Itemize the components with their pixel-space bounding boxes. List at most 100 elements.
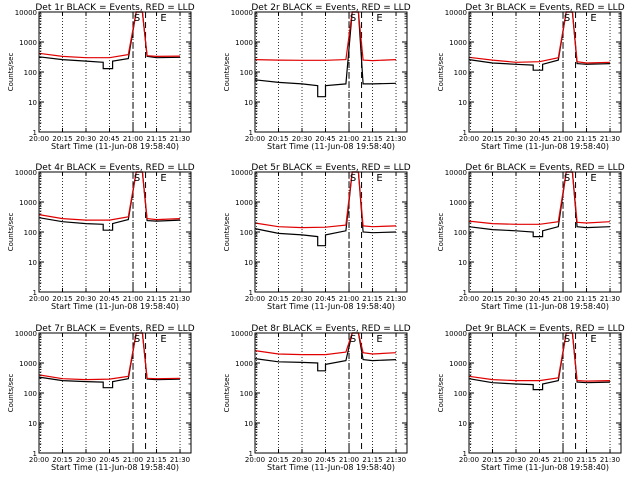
x-tick-label: 20:30 [292,295,312,303]
plot-frame [38,11,192,133]
marker-annotation: E [590,173,596,184]
marker-annotation: E [160,13,166,24]
x-axis-label: Start Time (11-Jun-08 19:58:40) [481,463,609,472]
series-lld [38,171,181,221]
x-tick-label: 20:45 [529,135,549,143]
series-events [468,171,611,238]
y-tick-label: 10000 [445,9,467,17]
plot-frame [468,171,622,293]
plot-frame [468,332,622,454]
y-tick-label: 100 [454,229,467,237]
x-tick-label: 20:30 [292,456,312,464]
y-tick-label: 10 [244,259,253,267]
marker-annotation: S [134,173,140,184]
x-tick-label: 20:30 [506,295,526,303]
x-tick-label: 21:15 [146,456,166,464]
y-tick-label: 100 [240,69,253,77]
y-axis-label: Counts/sec [223,53,231,92]
y-tick-label: 10 [244,420,253,428]
panel-3: Det 3r BLACK = Events, RED = LLD 1 10 100 10… [437,3,625,151]
x-tick-label: 21:30 [600,456,620,464]
x-tick-label: 20:00 [245,456,265,464]
y-tick-label: 10 [244,99,253,107]
y-axis-label: Counts/sec [223,213,231,252]
x-tick-label: 21:30 [386,456,406,464]
y-axis-label: Counts/sec [7,53,15,92]
plot-frame [254,11,408,133]
y-tick-label: 100 [24,69,37,77]
x-tick-label: 21:15 [146,295,166,303]
series-events [254,171,397,247]
panel-4: Det 4r BLACK = Events, RED = LLD 1 10 100 10… [7,163,195,311]
x-tick-label: 20:45 [99,295,119,303]
plot-frame [468,11,622,133]
x-tick-label: 21:15 [576,135,596,143]
x-tick-label: 21:15 [362,456,382,464]
y-tick-label: 10 [458,420,467,428]
x-tick-label: 20:15 [52,295,72,303]
series-events [468,11,611,71]
x-axis-label: Start Time (11-Jun-08 19:58:40) [267,463,395,472]
x-tick-label: 20:45 [99,456,119,464]
marker-annotation: S [134,334,140,345]
y-tick-label: 1 [33,289,37,297]
x-tick-label: 21:30 [170,295,190,303]
x-tick-label: 21:00 [553,295,573,303]
x-axis-label: Start Time (11-Jun-08 19:58:40) [51,302,179,311]
y-tick-label: 10000 [231,169,253,177]
x-tick-label: 20:15 [268,135,288,143]
x-tick-label: 20:00 [459,135,479,143]
y-tick-label: 100 [240,390,253,398]
y-tick-label: 1 [33,450,37,458]
panel-title: Det 8r BLACK = Events, RED = LLD [251,324,410,334]
series-events [38,332,181,389]
panel-title: Det 1r BLACK = Events, RED = LLD [35,3,194,13]
x-tick-label: 20:00 [245,135,265,143]
x-tick-label: 20:30 [292,135,312,143]
x-tick-label: 20:00 [29,456,49,464]
y-tick-label: 1000 [235,360,253,368]
x-tick-label: 21:00 [339,456,359,464]
y-tick-label: 10 [28,259,37,267]
x-tick-label: 21:30 [386,135,406,143]
y-tick-label: 1 [249,129,253,137]
x-tick-label: 21:15 [362,135,382,143]
y-tick-label: 100 [454,69,467,77]
marker-annotation: E [376,13,382,24]
x-tick-label: 21:15 [576,456,596,464]
y-axis-label: Counts/sec [223,374,231,413]
series-lld [38,11,181,59]
panel-title: Det 7r BLACK = Events, RED = LLD [35,324,194,334]
y-tick-label: 10 [28,420,37,428]
x-axis-label: Start Time (11-Jun-08 19:58:40) [481,302,609,311]
plot-frame [38,171,192,293]
y-tick-label: 1000 [449,39,467,47]
marker-annotation: E [376,334,382,345]
marker-annotation: E [376,173,382,184]
x-tick-label: 21:00 [553,456,573,464]
marker-annotation: S [134,13,140,24]
x-tick-label: 21:30 [600,295,620,303]
x-tick-label: 20:15 [52,135,72,143]
y-tick-label: 1000 [19,39,37,47]
marker-annotation: S [564,173,570,184]
x-tick-label: 21:00 [123,295,143,303]
x-axis-label: Start Time (11-Jun-08 19:58:40) [481,142,609,151]
series-lld [254,171,397,229]
y-tick-label: 100 [454,390,467,398]
x-tick-label: 20:45 [99,135,119,143]
x-tick-label: 21:00 [553,135,573,143]
marker-annotation: E [160,173,166,184]
x-tick-label: 20:45 [529,295,549,303]
marker-annotation: S [564,13,570,24]
panel-9: Det 9r BLACK = Events, RED = LLD 1 10 100 10… [437,324,625,472]
marker-annotation: S [350,173,356,184]
y-axis-label: Counts/sec [437,213,445,252]
marker-annotation: S [350,334,356,345]
x-tick-label: 21:30 [600,135,620,143]
x-tick-label: 20:00 [459,295,479,303]
marker-annotation: E [590,13,596,24]
panel-title: Det 4r BLACK = Events, RED = LLD [35,163,194,173]
marker-annotation: S [564,334,570,345]
